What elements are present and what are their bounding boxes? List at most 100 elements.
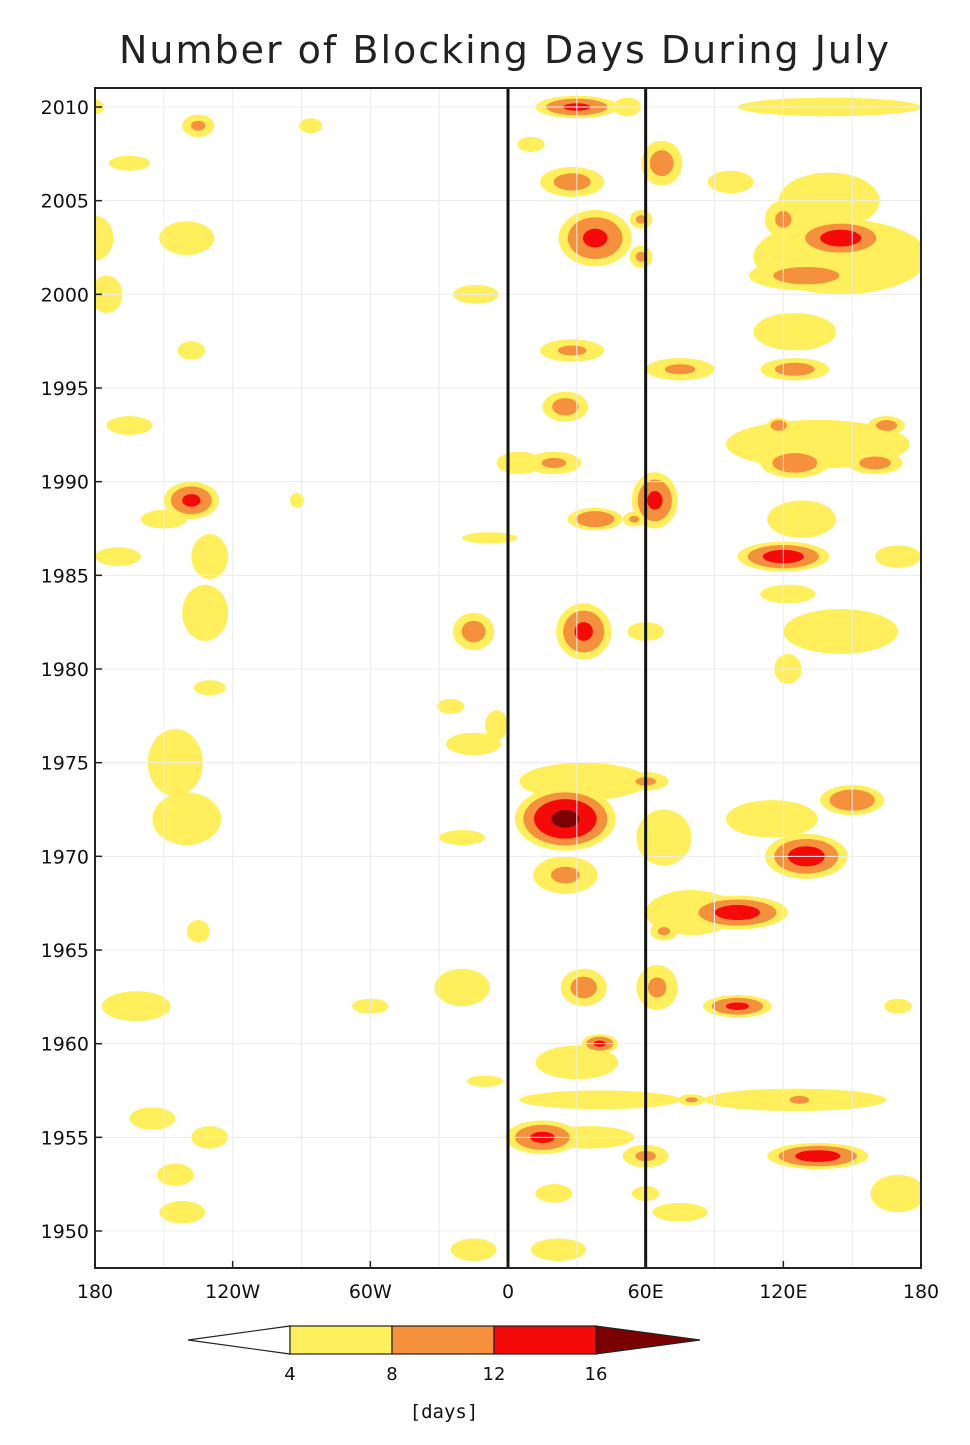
blocking-contour xyxy=(783,609,899,655)
blocking-contour xyxy=(129,1107,176,1130)
colorbar-segment xyxy=(493,1325,597,1355)
contour-field xyxy=(95,95,921,1261)
blocking-contour xyxy=(177,341,206,360)
blocking-contour xyxy=(446,732,502,756)
blocking-contour xyxy=(870,1174,921,1213)
y-tick-label: 1950 xyxy=(41,1221,89,1243)
colorbar-segment xyxy=(595,1325,701,1355)
blocking-contour xyxy=(647,977,667,998)
blocking-contour xyxy=(636,809,692,866)
blocking-contour xyxy=(466,1075,504,1087)
y-tick-label: 1960 xyxy=(41,1034,89,1056)
blocking-contour xyxy=(290,492,304,508)
blocking-contour xyxy=(714,904,761,921)
blocking-contour xyxy=(875,545,921,568)
blocking-contour xyxy=(462,532,518,544)
blocking-contour xyxy=(770,420,787,431)
colorbar: 4 8 12 16 [days] xyxy=(187,1325,701,1423)
x-tick-label: 60E xyxy=(628,1281,664,1303)
blocking-contour xyxy=(519,1090,681,1110)
blocking-contour xyxy=(156,1163,194,1187)
y-tick-label: 1985 xyxy=(41,565,89,587)
colorbar-tick-label: 4 xyxy=(284,1364,295,1385)
blocking-contour xyxy=(186,920,210,943)
blocking-contour xyxy=(106,416,153,435)
blocking-contour xyxy=(707,170,754,194)
blocking-contour xyxy=(95,215,114,261)
blocking-contour xyxy=(570,976,597,999)
y-tick-label: 2005 xyxy=(41,191,89,213)
blocking-contour xyxy=(519,762,648,801)
blocking-contour xyxy=(725,1002,749,1010)
blocking-contour xyxy=(95,547,141,566)
y-tick-label: 1970 xyxy=(41,846,89,868)
blocking-contour xyxy=(664,364,696,375)
colorbar-tick-label: 12 xyxy=(483,1364,506,1385)
blocking-contour xyxy=(108,155,151,171)
blocking-contour xyxy=(629,515,640,523)
blocking-contour xyxy=(649,150,674,177)
blocking-contour xyxy=(774,362,815,376)
y-tick-label: 2010 xyxy=(41,97,89,119)
blocking-contour xyxy=(574,622,593,641)
blocking-contour xyxy=(657,927,671,936)
blocking-contour xyxy=(767,500,837,538)
blocking-contour xyxy=(436,698,465,714)
colorbar-tick-label: 16 xyxy=(585,1364,608,1385)
blocking-contour xyxy=(450,1238,497,1261)
blocking-contour xyxy=(439,830,486,846)
y-tick-label: 1965 xyxy=(41,940,89,962)
colorbar-segment xyxy=(391,1325,495,1355)
x-tick-label: 60W xyxy=(349,1281,392,1303)
y-tick-label: 2000 xyxy=(41,284,89,306)
y-tick-label: 1955 xyxy=(41,1127,89,1149)
blocking-contour xyxy=(541,457,567,468)
blocking-contour xyxy=(760,584,816,604)
x-tick-label: 180 xyxy=(77,1281,113,1303)
blocking-contour xyxy=(635,215,647,224)
blocking-contour xyxy=(772,453,818,473)
blocking-contour xyxy=(193,680,226,696)
colorbar-segment xyxy=(187,1325,291,1355)
x-tick-label: 120E xyxy=(759,1281,807,1303)
blocking-contour xyxy=(552,398,579,416)
blocking-contour xyxy=(875,420,898,431)
blocking-contour xyxy=(635,251,647,262)
blocking-contour xyxy=(101,991,171,1022)
chart-title: Number of Blocking Days During July xyxy=(118,28,892,72)
blocking-contour xyxy=(182,494,201,507)
blocking-contour xyxy=(553,173,591,191)
blocking-contour xyxy=(789,1095,810,1104)
blocking-contour xyxy=(191,120,206,131)
colorbar-segment xyxy=(289,1325,393,1355)
blocking-contour xyxy=(159,1201,206,1224)
x-tick-label: 0 xyxy=(502,1281,514,1303)
y-axis: 2010 2005 2000 1995 1990 1985 1980 1975 1970 1965… xyxy=(41,97,102,1243)
y-tick-label: 1995 xyxy=(41,378,89,400)
y-tick-label: 1980 xyxy=(41,659,89,681)
blocking-contour xyxy=(461,620,486,643)
colorbar-unit-label: [days] xyxy=(410,1401,479,1423)
y-tick-label: 1990 xyxy=(41,472,89,494)
blocking-contour xyxy=(820,229,862,247)
blocking-contour xyxy=(859,456,892,470)
blocking-contour xyxy=(159,221,215,255)
blocking-contour xyxy=(557,345,587,356)
blocking-contour xyxy=(530,1238,587,1261)
blocking-contour xyxy=(152,792,222,846)
blocking-contour xyxy=(434,968,490,1007)
y-tick-label: 1975 xyxy=(41,753,89,775)
blocking-contour xyxy=(582,228,608,248)
blocking-contour xyxy=(575,511,615,528)
x-tick-label: 120W xyxy=(205,1281,260,1303)
x-tick-label: 180 xyxy=(903,1281,939,1303)
blocking-contour xyxy=(517,136,545,152)
blocking-contour xyxy=(753,313,837,351)
x-axis: 180 120W 60W 0 60E 120E 180 xyxy=(77,1261,939,1303)
blocking-contour xyxy=(773,266,840,285)
blocking-contour xyxy=(182,584,229,641)
blocking-contour xyxy=(725,800,818,838)
blocking-contour xyxy=(647,491,663,510)
blocking-contour xyxy=(795,1150,841,1162)
